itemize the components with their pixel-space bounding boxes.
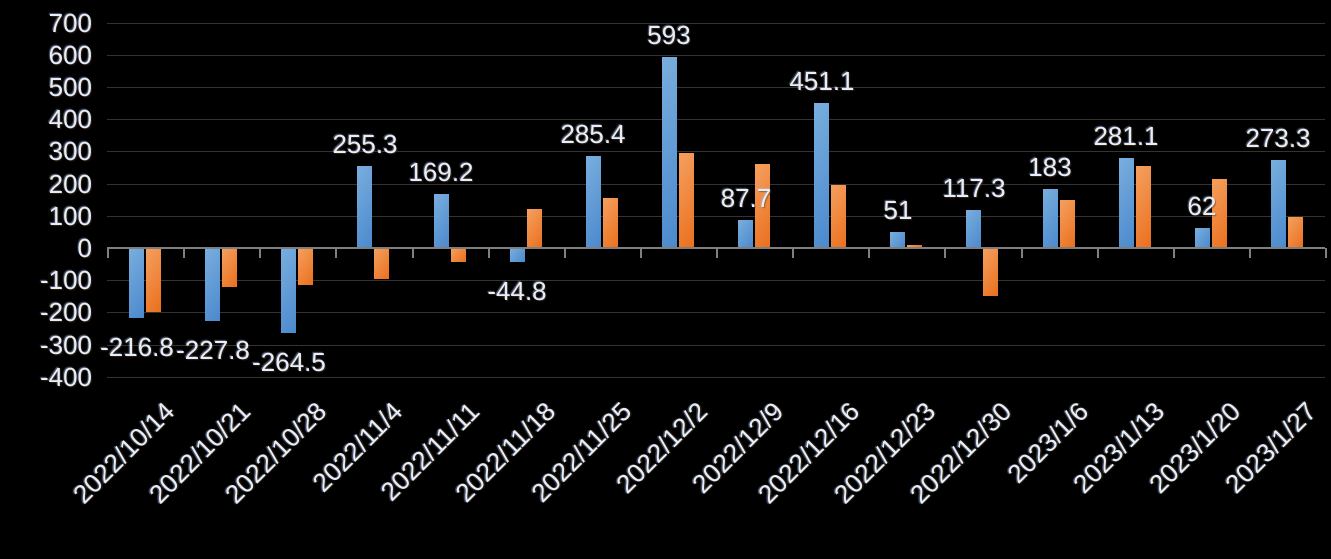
x-axis-tick (1097, 248, 1099, 258)
data-label-2022/10/21: -227.8 (176, 335, 250, 365)
y-axis-tick-label: 100 (48, 201, 92, 231)
data-label-2022/10/14: -216.8 (100, 332, 174, 362)
x-axis-tick (640, 248, 642, 258)
bar-orange-series-2022/11/4 (374, 248, 389, 279)
bar-blue-series-2022/10/21 (205, 248, 220, 321)
bar-blue-series-2023/1/27 (1271, 160, 1286, 248)
data-label-2022/11/4: 255.3 (332, 129, 398, 159)
data-label-2022/11/25: 285.4 (560, 119, 626, 149)
gridline--300 (107, 345, 1325, 346)
gridline--200 (107, 312, 1325, 313)
gridline-600 (107, 55, 1325, 56)
data-label-2023/1/20: 62 (1187, 191, 1217, 221)
bar-orange-series-2023/1/13 (1136, 166, 1151, 248)
bar-blue-series-2023/1/13 (1119, 158, 1134, 248)
bar-orange-series-2022/12/9 (755, 164, 770, 248)
data-label-2022/10/28: -264.5 (252, 347, 326, 377)
gridline--100 (107, 280, 1325, 281)
bar-blue-series-2022/10/14 (129, 248, 144, 318)
bar-blue-series-2023/1/20 (1195, 228, 1210, 248)
y-axis-tick-label: -200 (39, 297, 92, 327)
bar-blue-series-2022/11/25 (586, 156, 601, 248)
x-axis-tick (1021, 248, 1023, 258)
y-axis-tick-label: -300 (39, 330, 92, 360)
bar-orange-series-2023/1/20 (1212, 179, 1227, 248)
gridline-700 (107, 23, 1325, 24)
x-axis-tick (564, 248, 566, 258)
x-axis-tick (1325, 248, 1327, 258)
x-axis-tick (716, 248, 718, 258)
x-axis-tick (792, 248, 794, 258)
y-axis-tick-label: -100 (39, 265, 92, 295)
bar-orange-series-2023/1/27 (1288, 217, 1303, 248)
x-axis-tick (1249, 248, 1251, 258)
gridline-100 (107, 216, 1325, 217)
y-axis-tick-label: -400 (39, 362, 92, 392)
bar-orange-series-2022/11/25 (603, 198, 618, 248)
x-axis-tick (868, 248, 870, 258)
bar-orange-series-2022/12/2 (679, 153, 694, 248)
data-label-2022/12/16: 451.1 (789, 66, 855, 96)
data-label-2022/11/18: -44.8 (487, 276, 547, 306)
bar-orange-series-2022/10/28 (298, 248, 313, 285)
data-label-2023/1/27: 273.3 (1245, 123, 1311, 153)
bar-orange-series-2022/11/11 (451, 248, 466, 262)
x-axis-tick (335, 248, 337, 258)
x-axis-tick (412, 248, 414, 258)
bar-blue-series-2022/12/9 (738, 220, 753, 248)
gridline--400 (107, 377, 1325, 378)
bar-orange-series-2022/12/16 (831, 185, 846, 248)
data-label-2023/1/6: 183 (1028, 152, 1072, 182)
x-axis-tick (1173, 248, 1175, 258)
bar-orange-series-2022/10/21 (222, 248, 237, 287)
bar-blue-series-2022/12/16 (814, 103, 829, 248)
gridline-400 (107, 119, 1325, 120)
bar-blue-series-2023/1/6 (1043, 189, 1058, 248)
bar-blue-series-2022/12/30 (966, 210, 981, 248)
y-axis-tick-label: 700 (48, 8, 92, 38)
y-axis-tick-label: 400 (48, 104, 92, 134)
bar-orange-series-2022/10/14 (146, 248, 161, 312)
data-label-2022/12/9: 87.7 (720, 183, 772, 213)
bar-blue-series-2022/11/4 (357, 166, 372, 248)
bar-blue-series-2022/10/28 (281, 248, 296, 333)
y-axis-tick-label: 300 (48, 136, 92, 166)
bar-orange-series-2022/12/23 (907, 245, 922, 248)
x-axis-tick (183, 248, 185, 258)
bar-blue-series-2022/12/23 (890, 232, 905, 248)
x-axis-tick (259, 248, 261, 258)
gridline-500 (107, 87, 1325, 88)
bar-blue-series-2022/12/2 (662, 57, 677, 248)
bar-orange-series-2022/11/18 (527, 209, 542, 248)
data-label-2023/1/13: 281.1 (1093, 121, 1159, 151)
gridline-200 (107, 184, 1325, 185)
bar-orange-series-2022/12/30 (983, 248, 998, 296)
y-axis-tick-label: 200 (48, 169, 92, 199)
data-label-2022/11/11: 169.2 (408, 157, 474, 187)
data-label-2022/12/23: 51 (883, 195, 913, 225)
x-axis-tick (944, 248, 946, 258)
x-axis-tick (488, 248, 490, 258)
y-axis-tick-label: 500 (48, 72, 92, 102)
gridline-300 (107, 151, 1325, 152)
x-axis-tick (107, 248, 109, 258)
data-label-2022/12/2: 593 (647, 20, 691, 50)
y-axis-tick-label: 600 (48, 40, 92, 70)
data-label-2022/12/30: 117.3 (942, 173, 1006, 203)
bar-orange-series-2023/1/6 (1060, 200, 1075, 248)
bar-blue-series-2022/11/18 (510, 248, 525, 262)
bar-blue-series-2022/11/11 (434, 194, 449, 248)
y-axis-tick-label: 0 (77, 233, 92, 263)
